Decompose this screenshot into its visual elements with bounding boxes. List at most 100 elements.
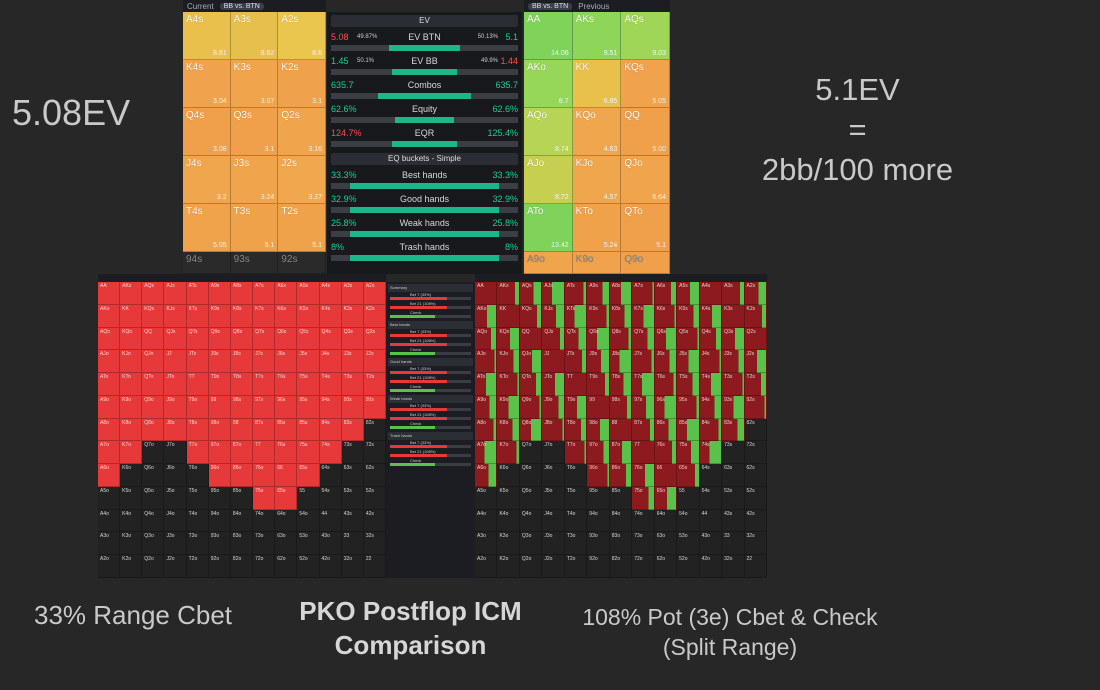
range-cell[interactable]: J2s: [744, 350, 767, 374]
range-cell[interactable]: Q5s: [677, 327, 700, 351]
range-cell[interactable]: KJo: [120, 350, 143, 374]
range-cell[interactable]: A7o: [98, 441, 121, 465]
hand-cell[interactable]: A9o: [524, 252, 573, 274]
range-cell[interactable]: Q7s: [253, 327, 276, 351]
range-cell[interactable]: 43s: [722, 509, 745, 533]
range-cell[interactable]: J5o: [542, 486, 565, 510]
hand-cell[interactable]: A3s 8.62: [230, 12, 279, 60]
range-cell[interactable]: T4s: [699, 373, 723, 396]
range-cell[interactable]: 52o: [677, 555, 700, 578]
range-cell[interactable]: A5s: [677, 282, 700, 305]
range-cell[interactable]: Q5o: [519, 486, 543, 510]
range-cell[interactable]: 33: [722, 532, 745, 556]
range-cell[interactable]: 53s: [341, 486, 364, 510]
range-cell[interactable]: 92o: [587, 555, 610, 578]
range-cell[interactable]: J5o: [164, 486, 187, 510]
range-cell[interactable]: T6s: [654, 373, 678, 396]
range-cell[interactable]: 74s: [319, 441, 342, 465]
range-cell[interactable]: J3s: [722, 350, 745, 374]
range-cell[interactable]: A3o: [98, 532, 121, 556]
range-cell[interactable]: 84s: [699, 418, 723, 442]
hand-cell[interactable]: K4s 3.04: [183, 60, 231, 108]
range-cell[interactable]: 62o: [654, 555, 678, 578]
hand-cell[interactable]: T4s 5.05: [183, 204, 231, 252]
range-cell[interactable]: J9o: [164, 395, 187, 419]
range-cell[interactable]: A8s: [230, 282, 254, 305]
range-cell[interactable]: A2s: [363, 282, 386, 305]
range-cell[interactable]: T7o: [186, 441, 209, 465]
matchup-selector-right[interactable]: BB vs. BTN: [528, 2, 573, 10]
range-cell[interactable]: TT: [564, 373, 588, 396]
range-cell[interactable]: 76s: [654, 441, 678, 465]
range-cell[interactable]: 96s: [275, 395, 298, 419]
range-cell[interactable]: K8o: [120, 418, 143, 442]
range-cell[interactable]: 97s: [632, 395, 655, 419]
range-cell[interactable]: 52s: [363, 486, 386, 510]
range-cell[interactable]: A4s: [699, 282, 723, 305]
range-cell[interactable]: J6s: [275, 350, 298, 374]
range-cell[interactable]: KK: [497, 304, 520, 328]
range-cell[interactable]: Q4s: [699, 327, 723, 351]
range-cell[interactable]: T2s: [363, 373, 386, 396]
range-cell[interactable]: 75o: [632, 486, 655, 510]
range-cell[interactable]: 65o: [275, 486, 298, 510]
range-cell[interactable]: 77: [632, 441, 655, 465]
range-cell[interactable]: J4s: [699, 350, 723, 374]
hand-cell[interactable]: AKo 8.7: [524, 60, 573, 108]
range-cell[interactable]: 88: [609, 418, 633, 442]
range-cell[interactable]: AA: [475, 282, 498, 305]
range-cell[interactable]: A6s: [275, 282, 298, 305]
range-cell[interactable]: JJ: [542, 350, 565, 374]
range-cell[interactable]: T8s: [230, 373, 254, 396]
range-cell[interactable]: Q8s: [230, 327, 254, 351]
range-cell[interactable]: 98o: [208, 418, 231, 442]
range-cell[interactable]: QTs: [186, 327, 209, 351]
range-cell[interactable]: A5s: [297, 282, 320, 305]
range-cell[interactable]: 55: [677, 486, 700, 510]
range-cell[interactable]: 64o: [275, 509, 298, 533]
hand-cell[interactable]: 93s: [230, 252, 279, 274]
range-cell[interactable]: A9s: [208, 282, 231, 305]
hand-cell[interactable]: KTo 5.24: [572, 204, 622, 252]
range-cell[interactable]: Q2s: [744, 327, 767, 351]
range-cell[interactable]: KJs: [542, 304, 565, 328]
range-cell[interactable]: 42o: [699, 555, 723, 578]
range-cell[interactable]: AKo: [98, 304, 121, 328]
range-cell[interactable]: T3o: [186, 532, 209, 556]
range-cell[interactable]: 86s: [654, 418, 678, 442]
range-cell[interactable]: 87o: [609, 441, 633, 465]
range-cell[interactable]: AQo: [475, 327, 498, 351]
range-cell[interactable]: 82o: [230, 555, 254, 578]
range-cell[interactable]: JJ: [164, 350, 187, 374]
range-cell[interactable]: 76s: [275, 441, 298, 465]
range-cell[interactable]: K4o: [120, 509, 143, 533]
range-cell[interactable]: 42s: [744, 509, 767, 533]
range-cell[interactable]: T7s: [253, 373, 276, 396]
range-cell[interactable]: 64s: [319, 464, 342, 487]
range-cell[interactable]: 94o: [587, 509, 610, 533]
range-cell[interactable]: 93o: [587, 532, 610, 556]
range-cell[interactable]: T4o: [564, 509, 588, 533]
range-cell[interactable]: 76o: [253, 464, 276, 487]
range-cell[interactable]: J5s: [677, 350, 700, 374]
range-cell[interactable]: J2o: [164, 555, 187, 578]
range-cell[interactable]: A9s: [587, 282, 610, 305]
range-cell[interactable]: 74o: [253, 509, 276, 533]
range-cell[interactable]: 53o: [297, 532, 320, 556]
range-cell[interactable]: A5o: [475, 486, 498, 510]
range-cell[interactable]: 74o: [632, 509, 655, 533]
range-cell[interactable]: T5o: [564, 486, 588, 510]
range-cell[interactable]: T6s: [275, 373, 298, 396]
range-cell[interactable]: 32o: [722, 555, 745, 578]
range-cell[interactable]: K2s: [363, 304, 386, 328]
range-cell[interactable]: A7o: [475, 441, 498, 465]
hand-cell[interactable]: QQ 5.00: [621, 108, 670, 156]
range-cell[interactable]: Q8s: [609, 327, 633, 351]
range-cell[interactable]: AKo: [475, 304, 498, 328]
range-cell[interactable]: Q7o: [519, 441, 543, 465]
range-cell[interactable]: QJo: [519, 350, 543, 374]
range-cell[interactable]: QJs: [542, 327, 565, 351]
range-cell[interactable]: 72s: [744, 441, 767, 465]
hand-cell[interactable]: QTo 5.1: [621, 204, 670, 252]
range-cell[interactable]: Q5o: [142, 486, 165, 510]
